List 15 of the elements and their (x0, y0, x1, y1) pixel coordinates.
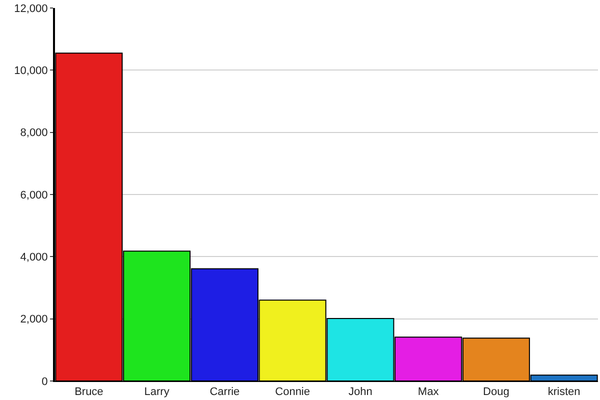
y-tick-label: 0 (42, 376, 48, 388)
x-tick-label: Bruce (74, 386, 104, 398)
y-tick-label: 4,000 (20, 252, 48, 264)
y-tick-label: 6,000 (20, 189, 48, 202)
x-tick-label: Max (418, 386, 440, 398)
x-tick-label: Larry (144, 386, 170, 398)
y-tick-label: 2,000 (20, 314, 48, 326)
y-tick-label: 10,000 (14, 65, 48, 78)
y-tick-label: 12,000 (14, 2, 48, 15)
x-tick-label: John (348, 386, 372, 398)
x-tick-label: Carrie (210, 386, 240, 398)
y-tick-label: 8,000 (20, 127, 48, 140)
x-tick-label: kristen (548, 386, 580, 398)
x-tick-label: Doug (483, 386, 510, 398)
x-tick-label: Connie (275, 386, 310, 398)
